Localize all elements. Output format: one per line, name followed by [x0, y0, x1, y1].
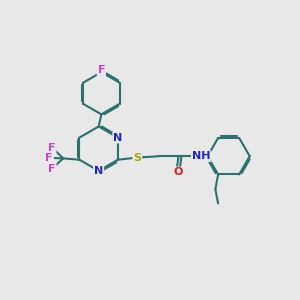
- Text: O: O: [173, 167, 182, 177]
- Text: N: N: [113, 133, 122, 142]
- Text: F: F: [98, 65, 105, 75]
- Text: N: N: [94, 166, 103, 176]
- Text: NH: NH: [192, 151, 210, 161]
- Text: F: F: [48, 164, 56, 174]
- Text: S: S: [133, 153, 141, 163]
- Text: F: F: [48, 142, 56, 153]
- Text: F: F: [46, 153, 53, 163]
